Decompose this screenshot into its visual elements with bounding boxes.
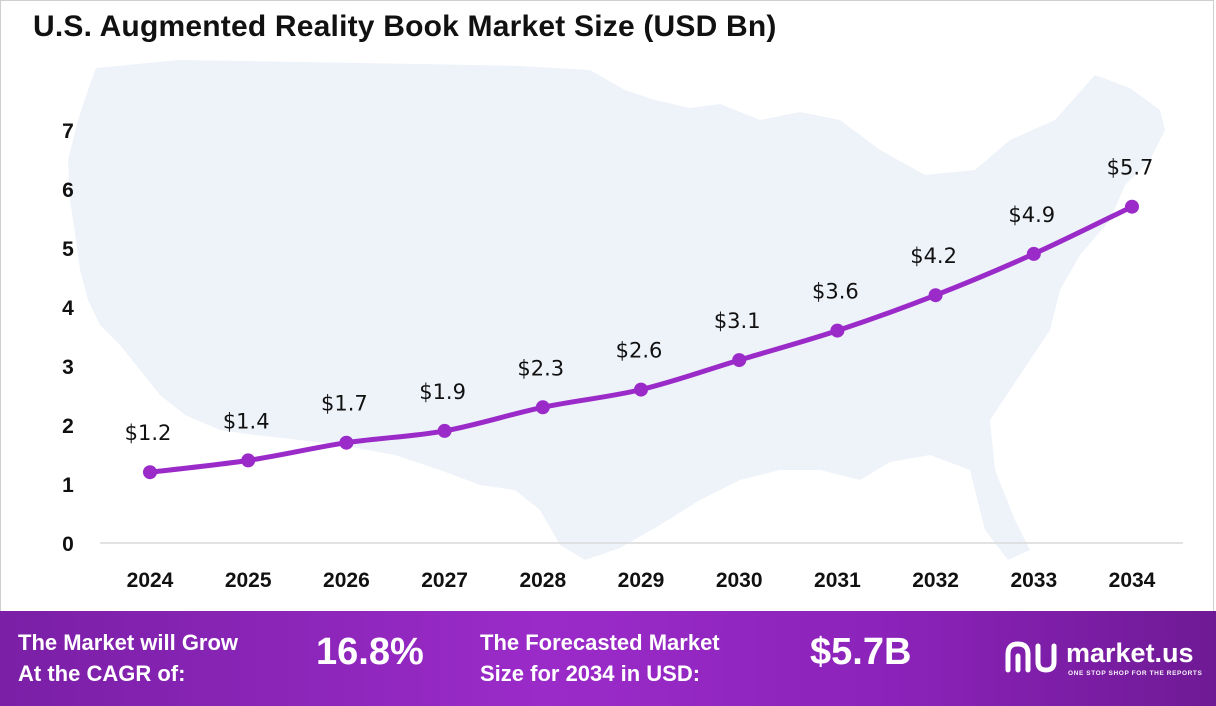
series-line xyxy=(147,204,1135,475)
data-label: $1.2 xyxy=(125,421,172,445)
x-tick-label: 2031 xyxy=(814,569,861,592)
forecast-value: $5.7B xyxy=(810,631,912,673)
y-axis: 0 1 2 3 4 5 6 7 xyxy=(62,120,74,556)
x-tick-label: 2029 xyxy=(618,569,665,592)
y-tick-label: 7 xyxy=(62,120,74,143)
y-tick-label: 3 xyxy=(62,356,74,379)
data-label: $4.2 xyxy=(910,244,957,268)
chart-title: U.S. Augmented Reality Book Market Size … xyxy=(33,10,777,43)
x-tick-label: 2034 xyxy=(1109,569,1156,592)
data-point xyxy=(535,400,550,415)
x-tick-label: 2033 xyxy=(1010,569,1057,592)
data-point xyxy=(339,435,354,450)
data-point xyxy=(241,453,256,468)
y-tick-label: 1 xyxy=(62,474,74,497)
market-us-logo-icon xyxy=(1005,641,1057,673)
x-tick-label: 2024 xyxy=(127,569,174,592)
x-axis: 2024 2025 2026 2027 2028 2029 2030 2031 2032 2033… xyxy=(127,569,1156,592)
data-point xyxy=(928,288,943,303)
brand-logo[interactable]: market.us ONE STOP SHOP FOR THE REPORTS xyxy=(1004,638,1214,688)
data-point xyxy=(634,382,648,397)
x-tick-label: 2028 xyxy=(519,569,566,592)
data-label: $1.9 xyxy=(419,380,466,404)
forecast-text: The Forecasted Market Size for 2034 in U… xyxy=(480,630,720,686)
data-label: $2.6 xyxy=(616,339,663,363)
data-label: $1.7 xyxy=(321,392,368,416)
data-label: $5.7 xyxy=(1107,156,1154,180)
data-point xyxy=(830,323,845,338)
x-tick-label: 2032 xyxy=(912,569,959,592)
x-tick-label: 2025 xyxy=(225,569,272,592)
us-map-background xyxy=(68,60,1165,560)
data-label: $4.9 xyxy=(1008,203,1055,227)
cagr-value: 16.8% xyxy=(316,631,424,673)
data-point xyxy=(437,423,452,438)
y-tick-label: 5 xyxy=(62,238,74,261)
data-labels: $1.2 $1.4 $1.7 $1.9 $2.3 $2.6 $3.1 $3.6 $4.2 $4.9… xyxy=(125,156,1154,446)
x-tick-label: 2027 xyxy=(421,569,468,592)
y-tick-label: 4 xyxy=(62,297,74,320)
data-label: $3.1 xyxy=(714,309,761,333)
cagr-text: The Market will Grow At the CAGR of: xyxy=(18,630,239,686)
data-point xyxy=(1026,246,1041,261)
y-tick-label: 2 xyxy=(62,415,74,438)
brand-tagline: ONE STOP SHOP FOR THE REPORTS xyxy=(1068,670,1203,677)
data-label: $2.3 xyxy=(517,356,564,380)
y-tick-label: 6 xyxy=(62,179,74,202)
series-market-size xyxy=(143,199,1139,480)
data-label: $1.4 xyxy=(223,409,270,433)
x-tick-label: 2026 xyxy=(323,569,370,592)
x-tick-label: 2030 xyxy=(716,569,763,592)
line-chart: 0 1 2 3 4 5 6 7 2024 2025 2026 2027 2028 2029 2030 203… xyxy=(62,60,1183,592)
footer-banner: The Market will Grow At the CAGR of: 16.… xyxy=(0,611,1216,706)
brand-name: market.us xyxy=(1066,638,1194,668)
data-point xyxy=(143,465,157,480)
y-tick-label: 0 xyxy=(62,533,74,556)
data-label: $3.6 xyxy=(812,280,859,304)
data-point xyxy=(1125,199,1139,214)
data-point xyxy=(732,353,747,368)
